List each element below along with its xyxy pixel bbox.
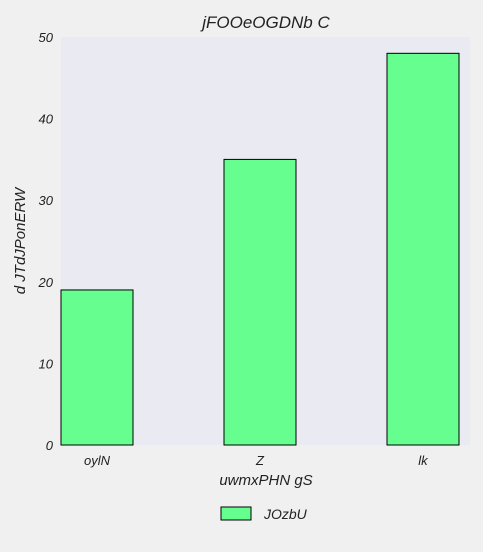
y-tick-label: 0: [46, 438, 54, 453]
bar-series: [60, 52, 460, 446]
legend-label: JOzbU: [263, 506, 308, 522]
bar: [386, 52, 460, 446]
bar: [223, 158, 297, 446]
y-tick-label: 10: [39, 356, 54, 371]
y-axis-ticks: 0 10 20 30 40 50: [38, 30, 54, 453]
y-tick-label: 20: [38, 275, 54, 290]
x-tick-label: lk: [418, 453, 429, 468]
y-tick-label: 40: [39, 112, 54, 127]
y-tick-label: 50: [39, 30, 54, 45]
legend: JOzbU: [220, 506, 308, 522]
y-axis-label: d JTdJPonERW: [12, 186, 29, 294]
y-tick-label: 30: [39, 193, 54, 208]
chart-title: jFOOeOGDNb C: [200, 13, 330, 32]
legend-swatch: [220, 506, 252, 521]
bar: [60, 289, 134, 446]
x-tick-label: Z: [255, 453, 265, 468]
x-tick-label: oylN: [84, 453, 111, 468]
x-axis-label: uwmxPHN gS: [219, 472, 312, 489]
